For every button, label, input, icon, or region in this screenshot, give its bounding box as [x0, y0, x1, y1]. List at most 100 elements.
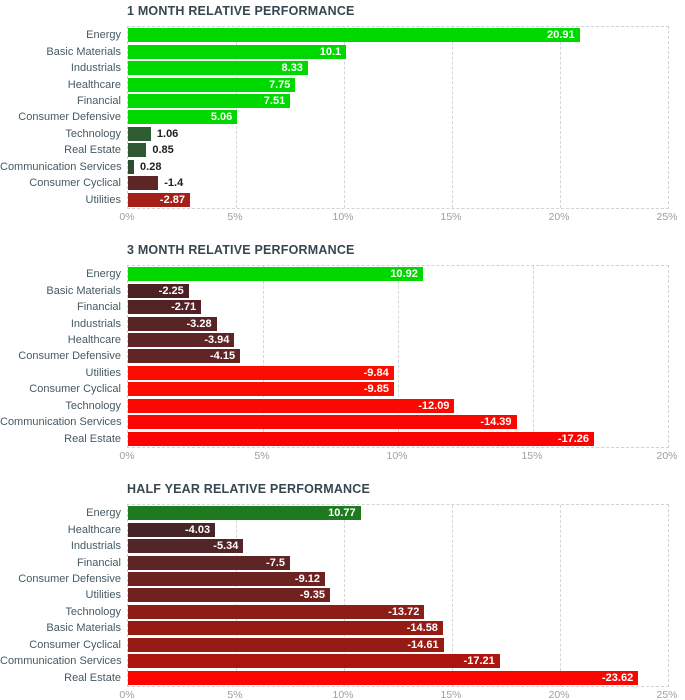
axis-tick-label: 10%: [332, 689, 354, 700]
chart-1-month: 1 MONTH RELATIVE PERFORMANCE Energy Basic…: [0, 0, 685, 233]
axis-tick-label: 5%: [254, 450, 270, 462]
gridline: [344, 505, 345, 686]
gridline: [560, 27, 561, 208]
value-label: -23.62: [602, 671, 634, 684]
value-label: -2.71: [171, 301, 197, 314]
bar-row: 5.06: [128, 109, 668, 125]
chart-3-month: 3 MONTH RELATIVE PERFORMANCE Energy Basic…: [0, 239, 685, 472]
axis-tick-label: 5%: [227, 211, 243, 223]
value-label: -17.21: [463, 655, 495, 668]
performance-bar: [128, 555, 290, 570]
category-label: Technology: [65, 127, 121, 140]
axis-tick-label: 0%: [119, 450, 135, 462]
category-labels: Energy Basic Materials Financial Industrial…: [0, 266, 122, 447]
gridline: [452, 27, 453, 208]
value-label: -3.94: [204, 334, 230, 346]
bar-row: -9.35: [128, 587, 668, 603]
performance-bar: [128, 192, 190, 207]
value-label: 1.06: [156, 127, 179, 140]
value-label: -7.5: [266, 556, 285, 569]
bar-row: -3.28: [128, 315, 668, 331]
value-label: 7.51: [263, 95, 286, 107]
performance-bar: [128, 637, 444, 652]
axis-tick-label: 15%: [440, 689, 462, 700]
bar-row: -17.21: [128, 653, 668, 669]
performance-bar: [128, 431, 595, 446]
category-label: Communication Services: [0, 416, 122, 429]
performance-bar: [128, 539, 244, 554]
category-label: Technology: [65, 399, 121, 412]
category-label: Industrials: [70, 317, 121, 330]
performance-bar: [128, 572, 325, 586]
bar-row: 20.91: [128, 27, 668, 43]
axis-tick-label: 5%: [227, 689, 243, 700]
axis-tick-label: 20%: [548, 689, 570, 700]
chart-title-1-month: 1 MONTH RELATIVE PERFORMANCE: [127, 4, 355, 18]
performance-bar: [128, 349, 241, 364]
value-label: -17.26: [557, 432, 590, 445]
performance-bar: [128, 670, 639, 685]
axis-tick-label: 10%: [386, 450, 408, 462]
value-label: 0.28: [140, 160, 162, 173]
performance-bar: [128, 44, 347, 59]
performance-bar: [128, 300, 202, 315]
axis-tick-label: 20%: [656, 450, 678, 462]
performance-bar: [128, 333, 235, 347]
value-label: -2.87: [159, 193, 185, 206]
value-label: -3.28: [186, 317, 212, 330]
performance-bar: [128, 522, 216, 537]
bar-row: -5.34: [128, 538, 668, 554]
bar-row: 1.06: [128, 126, 668, 142]
category-label: Consumer Defensive: [18, 111, 121, 124]
performance-bar: [128, 382, 394, 397]
bar-row: -4.15: [128, 348, 668, 364]
performance-bar: [128, 365, 394, 380]
bar-row: -13.72: [128, 604, 668, 620]
category-labels: Energy Healthcare Industrials Financial Cons…: [0, 505, 122, 686]
performance-bar: [128, 316, 217, 331]
performance-bar: [128, 588, 330, 603]
category-label: Consumer Cyclical: [29, 177, 121, 190]
performance-bar: [128, 176, 159, 191]
bar-row: -1.4: [128, 175, 668, 191]
gridline: [560, 505, 561, 686]
performance-bar: [128, 267, 423, 282]
bar-row: -17.26: [128, 431, 668, 447]
axis-tick-label: 0%: [119, 211, 135, 223]
value-label: 7.75: [268, 78, 291, 91]
gridline: [344, 27, 345, 208]
performance-bar: [128, 654, 500, 669]
plot-area: 20.91 10.1 8.33 7.75 7.51 5.06 1.06 0.85 0.28 -1.…: [127, 26, 669, 209]
value-label: -9.12: [294, 573, 320, 585]
category-label: Utilities: [85, 193, 121, 206]
value-label: -4.15: [209, 350, 236, 363]
category-label: Technology: [65, 605, 121, 618]
value-label: 20.91: [547, 29, 575, 42]
bar-row: 7.75: [128, 76, 668, 92]
performance-bar: [128, 604, 425, 619]
value-label: 0.85: [152, 144, 174, 157]
chart-half-year: HALF YEAR RELATIVE PERFORMANCE Energy Hea…: [0, 478, 685, 700]
bar-row: -2.87: [128, 192, 668, 208]
performance-bar: [128, 621, 443, 636]
value-label: 10.77: [328, 507, 356, 520]
value-label: -5.34: [213, 540, 239, 553]
category-label: Real Estate: [64, 432, 121, 445]
performance-bar: [128, 77, 296, 92]
value-label: 5.06: [210, 111, 233, 124]
value-label: -14.39: [480, 416, 512, 429]
category-label: Basic Materials: [46, 284, 121, 297]
value-label: -14.58: [406, 622, 438, 635]
category-labels: Energy Basic Materials Industrials Healthca…: [0, 27, 122, 208]
category-label: Consumer Defensive: [18, 350, 121, 363]
performance-bar: [128, 143, 147, 158]
bar-row: -9.12: [128, 571, 668, 587]
bar-row: -3.94: [128, 332, 668, 348]
performance-bar: [128, 94, 291, 108]
value-label: -1.4: [164, 177, 184, 190]
performance-bar: [128, 28, 580, 43]
value-label: -14.61: [407, 638, 439, 651]
performance-bar: [128, 159, 135, 174]
category-label: Consumer Defensive: [18, 573, 121, 586]
performance-bar: [128, 126, 151, 141]
